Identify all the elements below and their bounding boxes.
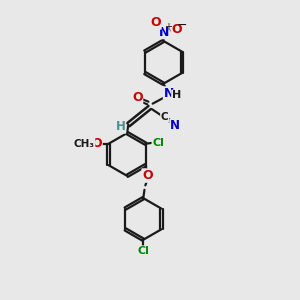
Text: O: O (150, 16, 161, 29)
Text: N: N (159, 26, 169, 38)
Text: O: O (132, 91, 142, 104)
Text: CH₃: CH₃ (74, 139, 95, 149)
Text: O: O (171, 23, 182, 36)
Text: methoxy: methoxy (83, 144, 89, 145)
Text: C: C (161, 112, 168, 122)
Text: +: + (164, 22, 172, 32)
Text: Cl: Cl (137, 246, 149, 256)
Text: −: − (177, 19, 188, 32)
Text: O: O (92, 137, 102, 150)
Text: H: H (116, 120, 125, 133)
Text: N: N (164, 87, 174, 100)
Text: Cl: Cl (152, 138, 164, 148)
Text: N: N (170, 119, 180, 132)
Text: H: H (172, 90, 181, 100)
Text: O: O (142, 169, 153, 182)
